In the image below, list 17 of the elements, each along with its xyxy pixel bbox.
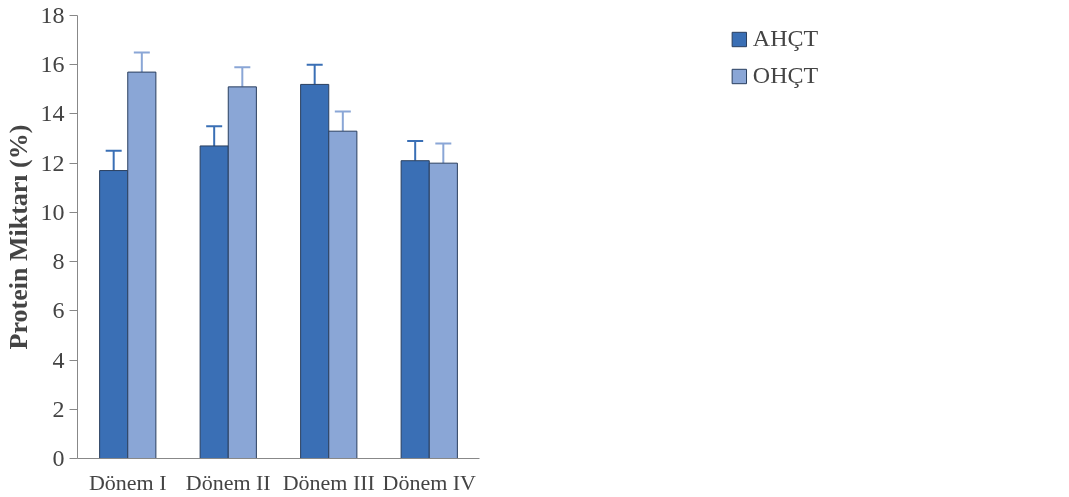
y-tick-label: 4 — [52, 346, 65, 373]
y-tick-label: 2 — [52, 395, 65, 422]
y-axis-title: Protein Miktarı (%) — [3, 124, 33, 350]
y-tick-label: 8 — [52, 248, 65, 275]
legend-label: AHÇT — [752, 25, 819, 52]
y-tick-label: 6 — [52, 297, 65, 324]
y-tick-label: 18 — [40, 2, 65, 28]
y-tick-label: 14 — [40, 100, 65, 127]
legend-label: OHÇT — [752, 62, 819, 89]
x-tick-label: Dönem II — [185, 469, 271, 495]
y-tick-label: 12 — [40, 149, 65, 176]
y-tick-label: 10 — [40, 198, 65, 225]
x-tick-label: Dönem III — [282, 469, 375, 495]
y-tick-label: 16 — [40, 51, 65, 78]
x-tick-label: Dönem I — [88, 469, 167, 495]
y-tick-label: 0 — [52, 445, 65, 471]
x-tick-label: Dönem IV — [382, 469, 477, 495]
